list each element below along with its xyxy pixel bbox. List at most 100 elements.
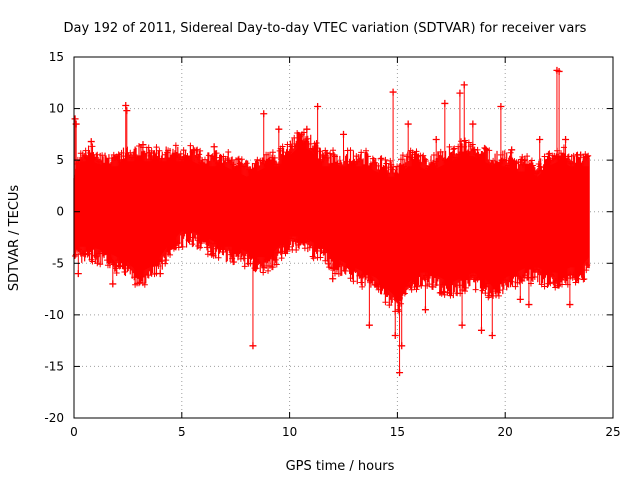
data-point [271, 154, 278, 161]
data-point [377, 155, 384, 162]
data-point [528, 157, 535, 164]
data-point [284, 141, 291, 148]
chart-title: Day 192 of 2011, Sidereal Day-to-day VTE… [64, 21, 587, 36]
data-point [508, 278, 515, 285]
data-point [450, 146, 457, 153]
y-tick-label: 10 [49, 102, 64, 116]
outlier-point [488, 331, 496, 339]
data-point [580, 276, 587, 283]
x-tick-label: 25 [605, 425, 620, 439]
data-point [175, 244, 182, 251]
data-point [141, 281, 148, 288]
y-tick-label: 5 [56, 153, 64, 167]
data-point [420, 152, 427, 159]
outlier-point [404, 120, 412, 128]
data-point [197, 147, 204, 154]
data-point [330, 147, 337, 154]
outlier-point [508, 146, 516, 154]
data-point [495, 292, 502, 299]
y-tick-label: 15 [49, 50, 64, 64]
data-point [519, 153, 526, 160]
data-point [269, 264, 276, 271]
data-point [413, 148, 420, 155]
data-point [423, 158, 430, 165]
data-point [304, 135, 311, 142]
y-tick-label: 0 [56, 205, 64, 219]
data-point [382, 156, 389, 163]
data-point [317, 148, 324, 155]
data-point [158, 258, 165, 265]
data-point [89, 258, 96, 265]
data-point [331, 152, 338, 159]
outlier-point [109, 280, 117, 288]
data-point [238, 156, 245, 163]
data-point [461, 137, 468, 144]
data-point [112, 265, 119, 272]
data-point [269, 149, 276, 156]
data-point [585, 152, 592, 159]
data-point [416, 159, 423, 166]
outlier-point [577, 151, 585, 159]
data-point [440, 288, 447, 295]
outlier-point [398, 342, 406, 350]
data-point [441, 291, 448, 298]
outlier-point [566, 301, 574, 309]
outlier-point [562, 136, 570, 144]
data-point [284, 248, 291, 255]
data-point [524, 153, 531, 160]
outlier-point [456, 89, 464, 97]
outlier-point [421, 306, 429, 314]
data-point [350, 278, 357, 285]
y-axis-label: SDTVAR / TECUs [7, 185, 22, 292]
data-point [462, 284, 469, 291]
data-point [474, 146, 481, 153]
outlier-point [156, 270, 164, 278]
outlier-point [469, 120, 477, 128]
data-point [203, 244, 210, 251]
outlier-point [74, 270, 82, 278]
outlier-point [139, 141, 147, 149]
outlier-point [210, 143, 218, 151]
data-point [418, 282, 425, 289]
data-series [71, 66, 592, 377]
data-point [483, 146, 490, 153]
y-tick-label: -20 [44, 411, 64, 425]
data-point [570, 152, 577, 159]
data-point [324, 149, 331, 156]
data-point [584, 153, 591, 160]
data-point [288, 143, 295, 150]
data-point [99, 152, 106, 159]
data-point [186, 238, 193, 245]
data-point [531, 273, 538, 280]
data-point [327, 150, 334, 157]
data-point [310, 255, 317, 262]
data-point [572, 279, 579, 286]
data-point [254, 156, 261, 163]
data-point [215, 254, 222, 261]
data-point [177, 150, 184, 157]
data-point [482, 290, 489, 297]
data-point [162, 260, 169, 267]
data-point [116, 263, 123, 270]
y-tick-label: -15 [44, 359, 64, 373]
plot-frame [73, 56, 614, 419]
data-point [291, 134, 298, 141]
data-point [189, 241, 196, 248]
data-point [240, 255, 247, 262]
x-tick-label: 5 [178, 425, 186, 439]
outlier-point [432, 136, 440, 144]
data-point [382, 299, 389, 306]
data-point [446, 143, 453, 150]
outlier-point [123, 107, 131, 115]
outlier-point [460, 81, 468, 89]
data-point [127, 149, 134, 156]
data-point [144, 272, 151, 279]
data-point [153, 144, 160, 151]
data-point [358, 149, 365, 156]
outlier-point [477, 326, 485, 334]
data-point [574, 275, 581, 282]
outlier-point [458, 321, 466, 329]
data-point [583, 267, 590, 274]
data-point [89, 143, 96, 150]
data-point [486, 147, 493, 154]
